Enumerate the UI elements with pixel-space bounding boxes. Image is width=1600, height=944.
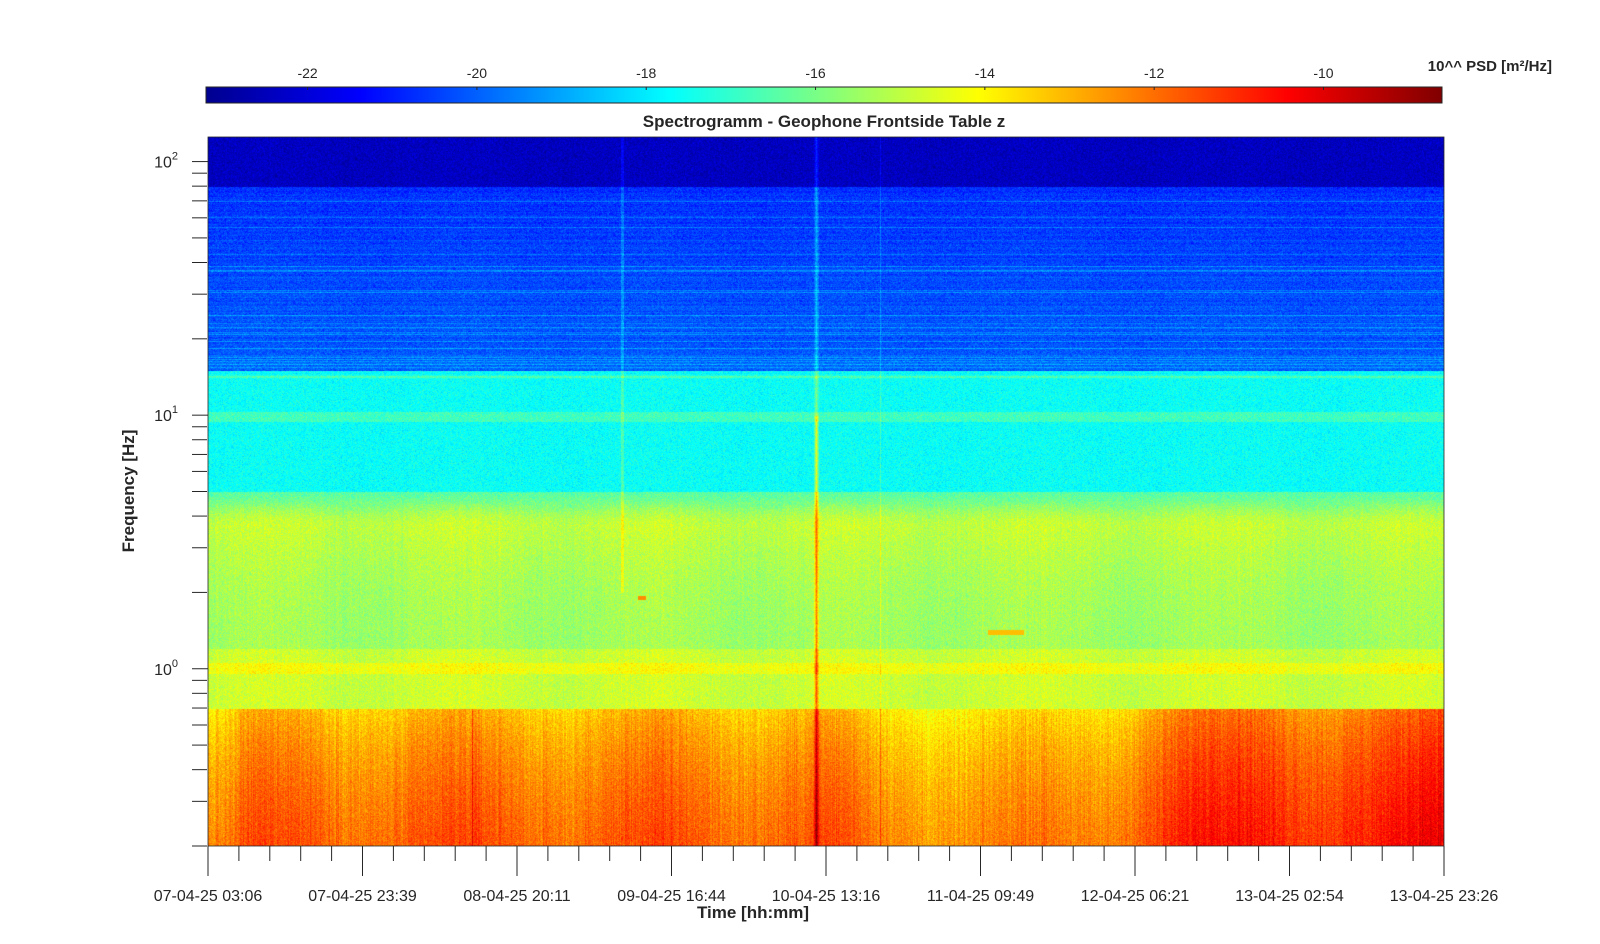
x-tick-label: 11-04-25 09:49 [927,888,1034,905]
colorbar: -22 -20 -18 -16 -14 -12 -10 10^^ PSD [m²/Hz] [205,58,1552,104]
colorbar-tick-label: -18 [636,65,656,81]
y-tick-label: 101 [154,404,178,425]
x-tick-label: 07-04-25 03:06 [154,888,263,905]
x-tick-label: 12-04-25 06:21 [1081,888,1190,905]
colorbar-tick-label: -22 [297,65,317,81]
y-tick-label: 102 [154,151,178,172]
spectrogram-image [208,137,1444,846]
x-tick-label: 10-04-25 13:16 [772,888,881,905]
plot-area: 100 101 102 07-04-25 03:06 07-04-25 23:39 08… [154,136,1499,905]
colorbar-tick-label: -20 [467,65,487,81]
x-tick-label: 07-04-25 23:39 [308,888,417,905]
colorbar-tick-label: -14 [975,65,995,81]
y-axis: 100 101 102 [154,151,208,847]
x-tick-label: 09-04-25 16:44 [617,888,726,905]
colorbar-tick-label: -16 [805,65,825,81]
y-tick-label: 100 [154,658,178,679]
y-axis-label: Frequency [Hz] [119,430,138,553]
x-tick-label: 13-04-25 23:26 [1390,888,1499,905]
colorbar-tick-label: -10 [1313,65,1333,81]
colorbar-label: 10^^ PSD [m²/Hz] [1428,58,1552,75]
x-axis: 07-04-25 03:06 07-04-25 23:39 08-04-25 20:… [154,846,1499,905]
colorbar-tick-label: -12 [1144,65,1164,81]
colorbar-ticks: -22 -20 -18 -16 -14 -12 -10 [297,65,1334,90]
x-tick-label: 08-04-25 20:11 [463,888,570,905]
x-tick-label: 13-04-25 02:54 [1235,888,1344,905]
chart-title: Spectrogramm - Geophone Frontside Table … [643,112,1005,131]
colorbar-gradient [205,86,1443,104]
x-axis-label: Time [hh:mm] [697,903,809,922]
